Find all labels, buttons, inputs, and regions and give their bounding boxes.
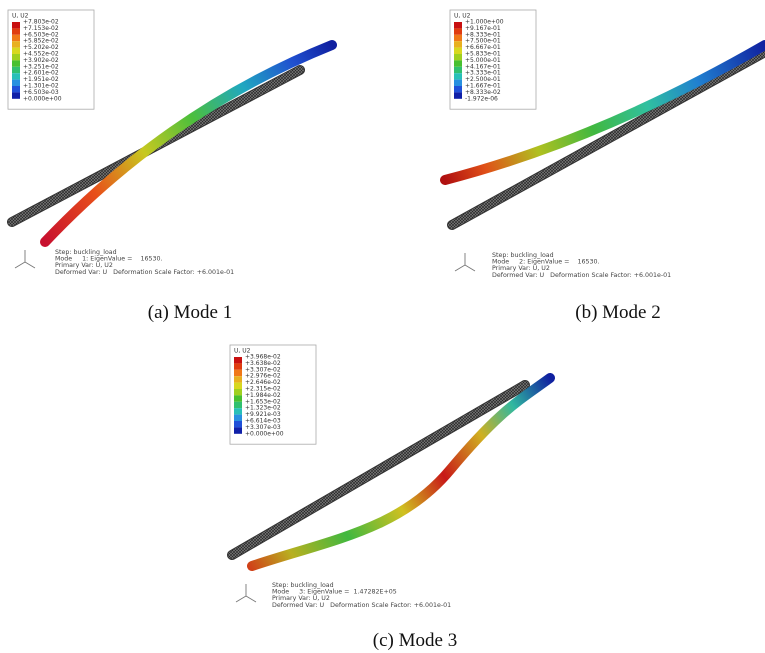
legend-swatch xyxy=(12,28,20,34)
legend-swatch xyxy=(234,363,242,369)
legend-swatch xyxy=(454,41,462,47)
legend-swatch xyxy=(234,370,242,376)
legend-swatch xyxy=(12,60,20,66)
axis-triad xyxy=(15,250,35,268)
caption: (b) Mode 2 xyxy=(575,302,660,323)
legend-label: -1.972e-06 xyxy=(465,95,498,102)
legend-swatch xyxy=(12,73,20,79)
legend-swatch xyxy=(234,427,242,433)
legend-swatch xyxy=(454,48,462,54)
caption: (c) Mode 3 xyxy=(373,630,457,651)
legend-swatch xyxy=(454,67,462,73)
legend-label: +0.000e+00 xyxy=(245,430,284,437)
legend-swatch xyxy=(454,73,462,79)
legend-swatch xyxy=(454,86,462,92)
caption: (a) Mode 1 xyxy=(148,302,232,323)
legend-swatch xyxy=(12,80,20,86)
axis-triad xyxy=(455,253,475,271)
legend-swatch xyxy=(454,92,462,98)
legend-swatch xyxy=(454,22,462,28)
legend-swatch xyxy=(234,408,242,414)
legend-swatch xyxy=(454,80,462,86)
legend-swatch xyxy=(12,48,20,54)
legend-swatch xyxy=(454,28,462,34)
figure: U, U2+7.803e-02+7.153e-02+6.503e-02+5.85… xyxy=(0,0,765,653)
legend-swatch xyxy=(12,54,20,60)
legend-swatch xyxy=(234,383,242,389)
legend-swatch xyxy=(454,54,462,60)
legend-swatch xyxy=(234,389,242,395)
legend-swatch xyxy=(12,67,20,73)
legend-swatch xyxy=(234,376,242,382)
legend-swatch xyxy=(12,92,20,98)
legend-swatch xyxy=(234,357,242,363)
legend-swatch xyxy=(12,86,20,92)
legend-swatch xyxy=(454,35,462,41)
info-line: Deformed Var: U Deformation Scale Factor… xyxy=(492,272,671,279)
legend-swatch xyxy=(12,22,20,28)
axis-triad xyxy=(236,584,256,602)
info-line: Deformed Var: U Deformation Scale Factor… xyxy=(55,269,234,276)
legend-swatch xyxy=(454,60,462,66)
info-line: Deformed Var: U Deformation Scale Factor… xyxy=(272,602,451,609)
legend-swatch xyxy=(234,395,242,401)
legend-label: +0.000e+00 xyxy=(23,95,62,102)
legend-swatch xyxy=(234,421,242,427)
legend-swatch xyxy=(234,415,242,421)
legend-swatch xyxy=(12,41,20,47)
legend-swatch xyxy=(234,402,242,408)
legend-swatch xyxy=(12,35,20,41)
